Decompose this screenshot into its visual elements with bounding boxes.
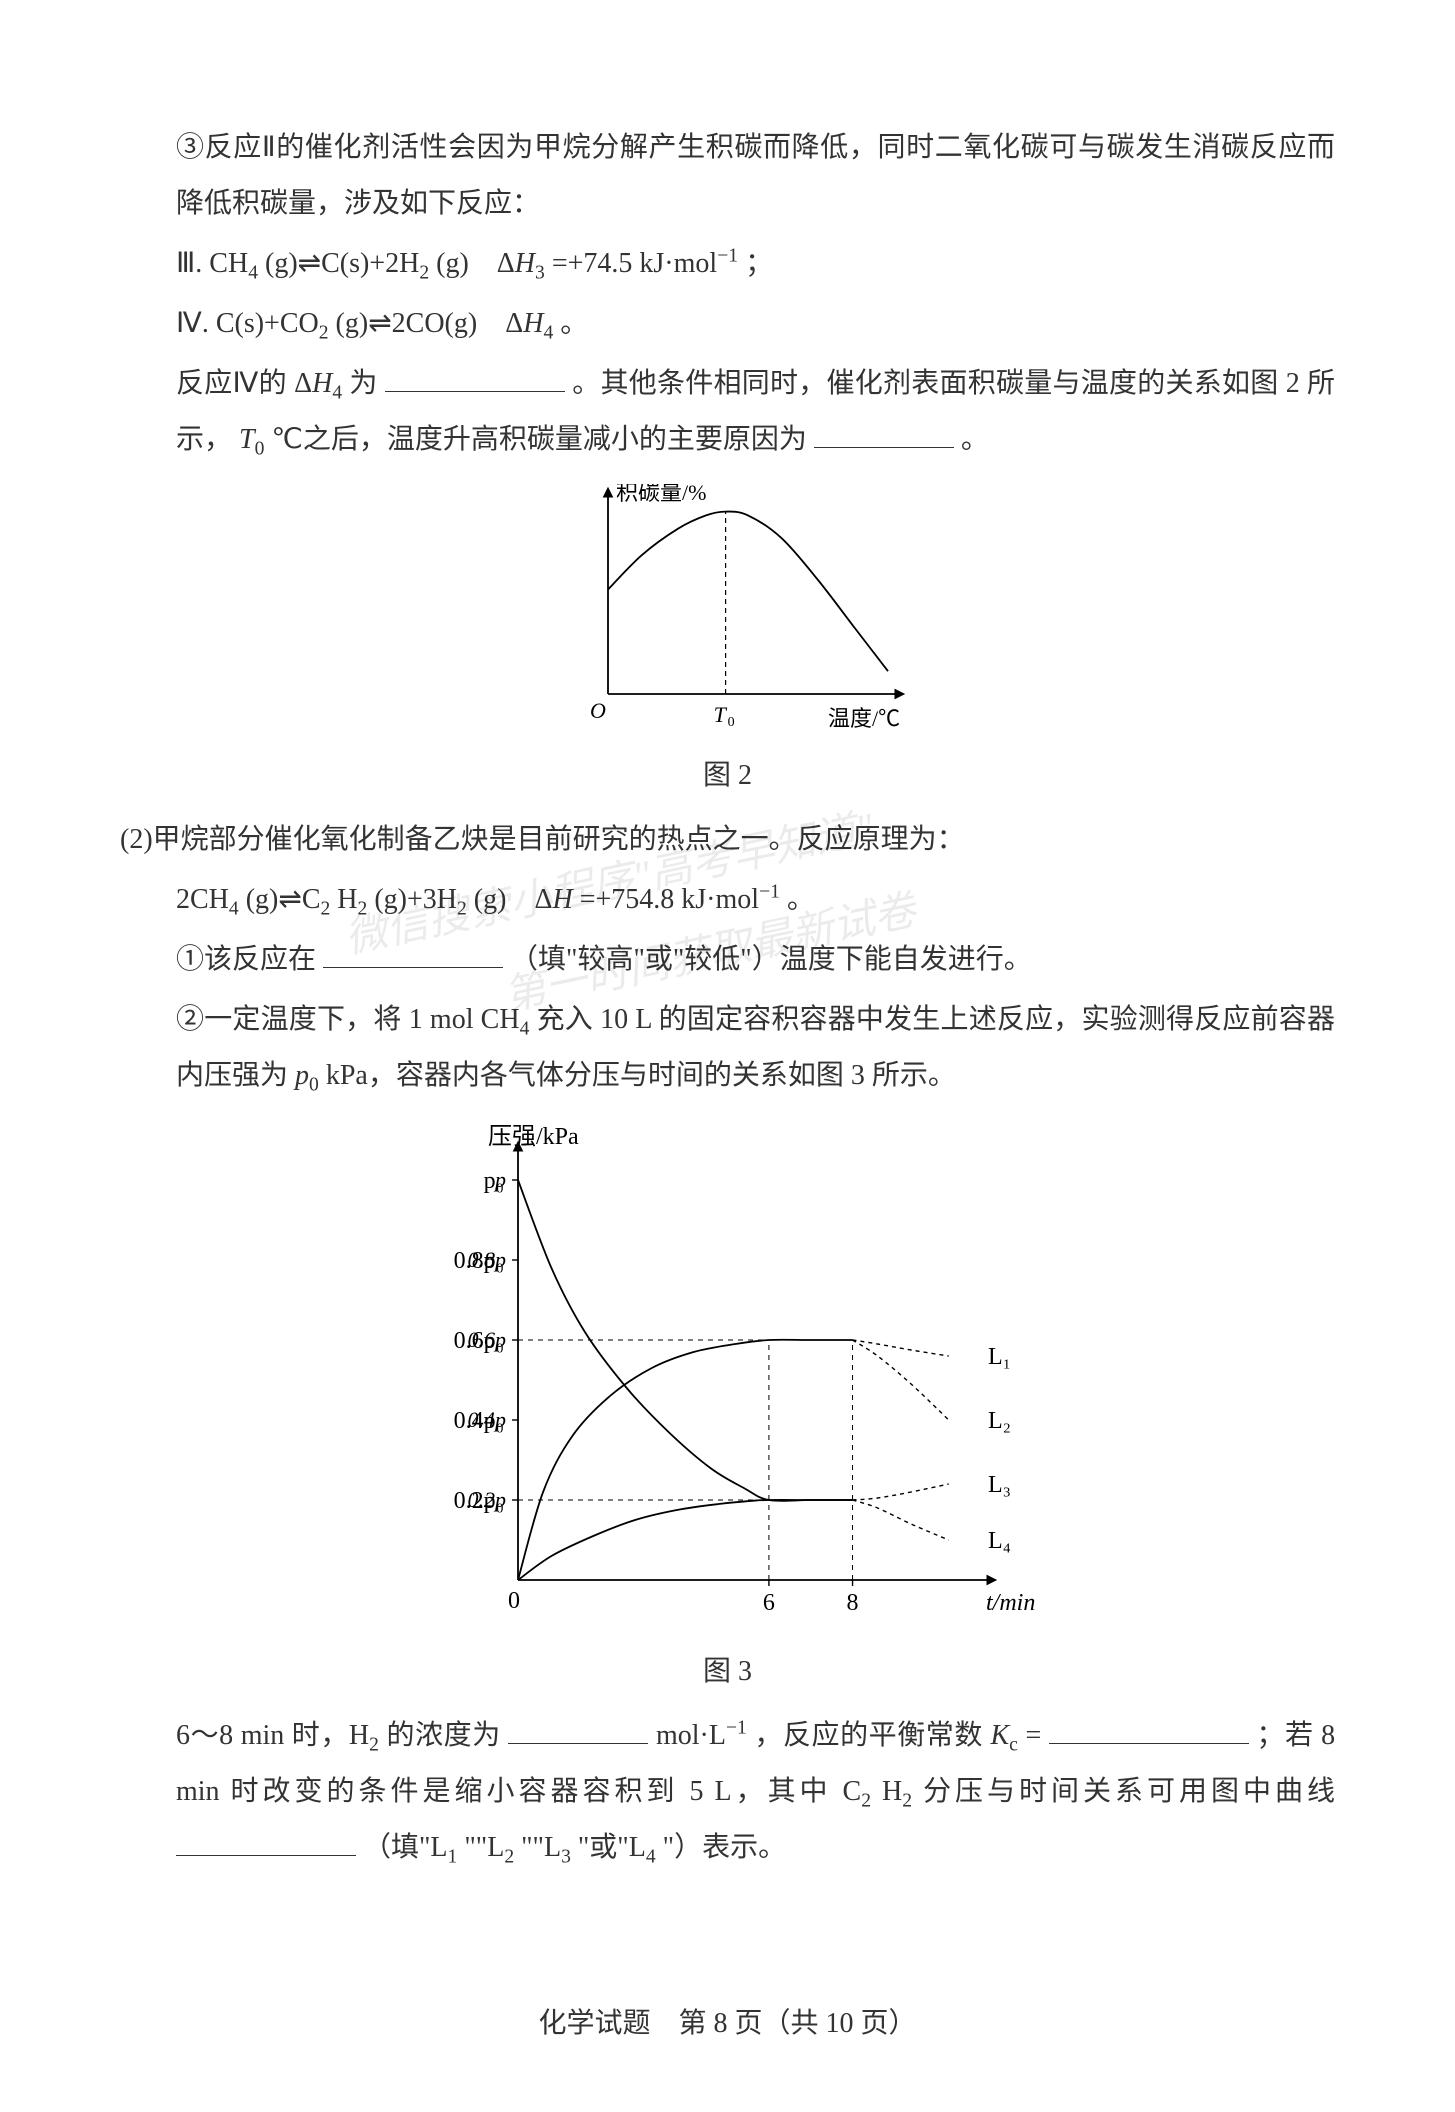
eq-4: Ⅳ. C(s)+CO2 (g)⇌2CO(g) ΔH4 。 <box>120 296 1335 352</box>
eq3-a: Ⅲ. CH <box>176 248 248 279</box>
p-q2: ②一定温度下，将 1 mol CH4 充入 10 L 的固定容积容器中发生上述反… <box>120 992 1335 1104</box>
eq3-d: =+74.5 kJ·mol <box>552 248 717 279</box>
p-sec2: (2)甲烷部分催化氧化制备乙炔是目前研究的热点之一。反应原理为： <box>120 812 1335 868</box>
p-q3-intro: ③反应Ⅱ的催化剂活性会因为甲烷分解产生积碳而降低，同时二氧化碳可与碳发生消碳反应… <box>120 120 1335 232</box>
p9h: 分压与时间关系可用图中曲线 <box>923 1776 1335 1807</box>
p7b: （填"较高"或"较低"）温度下能自发进行。 <box>510 944 1032 975</box>
p9k: ""L <box>521 1832 561 1863</box>
p9b: 的浓度为 <box>387 1720 501 1751</box>
svg-text:L₁: L₁ <box>988 1344 1011 1370</box>
p6f: =+754.8 kJ·mol <box>580 884 759 915</box>
svg-text:T: T <box>713 702 727 727</box>
p6a: 2CH <box>176 884 229 915</box>
p8c2: kPa，容器内各气体分压与时间的关系如图 3 所示。 <box>326 1060 956 1091</box>
figure-3-caption: 图 3 <box>120 1644 1335 1700</box>
svg-text:O: O <box>590 698 606 723</box>
p9i: （填"L <box>363 1832 448 1863</box>
eq4-c: 。 <box>560 308 588 339</box>
p4e: 。 <box>961 424 989 455</box>
blank-kc[interactable] <box>1049 1719 1249 1744</box>
svg-text:L₃: L₃ <box>988 1472 1011 1498</box>
p8a: ②一定温度下，将 1 mol CH <box>176 1004 520 1035</box>
p9j: ""L <box>464 1832 504 1863</box>
p6e: (g) Δ <box>474 884 553 915</box>
eq3-b: (g)⇌C(s)+2H <box>265 248 419 279</box>
svg-text:t/min: t/min <box>986 1590 1035 1616</box>
blank-dh4[interactable] <box>385 367 565 392</box>
figure-3-chart: 0.2p0.4p0.6p0.8pp0.2p₀0.4p₀0.6p₀0.8p₀p₀0… <box>408 1120 1048 1640</box>
p4d: ℃之后，温度升高积碳量减小的主要原因为 <box>271 424 806 455</box>
p-q1: ①该反应在 （填"较高"或"较低"）温度下能自发进行。 <box>120 932 1335 988</box>
blank-temp[interactable] <box>323 943 503 968</box>
p6b: (g)⇌C <box>246 884 321 915</box>
svg-text:0: 0 <box>727 715 734 730</box>
svg-text:6: 6 <box>762 1590 774 1616</box>
p-q3-blank: 反应Ⅳ的 ΔH4 为 。其他条件相同时，催化剂表面积碳量与温度的关系如图 2 所… <box>120 356 1335 468</box>
svg-text:L₂: L₂ <box>988 1408 1011 1434</box>
svg-text:压强/kPa: 压强/kPa <box>488 1124 579 1150</box>
p6c: H <box>337 884 357 915</box>
eq-3: Ⅲ. CH4 (g)⇌C(s)+2H2 (g) ΔH3 =+74.5 kJ·mo… <box>120 236 1335 292</box>
svg-text:p₀: p₀ <box>483 1168 503 1194</box>
figure-2-caption: 图 2 <box>120 748 1335 804</box>
page-footer: 化学试题 第 8 页（共 10 页） <box>120 1996 1335 2052</box>
svg-text:0.8p₀: 0.8p₀ <box>453 1248 503 1274</box>
svg-text:0.6p₀: 0.6p₀ <box>453 1328 503 1354</box>
figure-3-wrap: 0.2p0.4p0.6p0.8pp0.2p₀0.4p₀0.6p₀0.8p₀p₀0… <box>120 1120 1335 1700</box>
svg-text:8: 8 <box>846 1590 858 1616</box>
p9a: 6～8 min 时，H <box>176 1720 369 1751</box>
p6d: (g)+3H <box>374 884 457 915</box>
blank-conc[interactable] <box>508 1719 648 1744</box>
svg-text:L₄: L₄ <box>988 1528 1011 1554</box>
svg-text:0.2p₀: 0.2p₀ <box>453 1488 503 1514</box>
p-q2-cont: 6～8 min 时，H2 的浓度为 mol·L−1 ，反应的平衡常数 Kc = … <box>120 1708 1335 1876</box>
p4b: 为 <box>349 368 377 399</box>
p9e: = <box>1025 1720 1041 1751</box>
eq4-b: (g)⇌2CO(g) Δ <box>336 308 524 339</box>
figure-2-wrap: O T0 积碳量/% 温度/℃ 图 2 <box>120 484 1335 804</box>
blank-curve[interactable] <box>176 1831 356 1856</box>
svg-text:0: 0 <box>508 1588 520 1614</box>
svg-text:积碳量/%: 积碳量/% <box>616 484 706 505</box>
p6g: 。 <box>787 884 815 915</box>
p9g: H <box>882 1776 902 1807</box>
p7a: ①该反应在 <box>176 944 316 975</box>
eq-main: 2CH4 (g)⇌C2 H2 (g)+3H2 (g) ΔH =+754.8 kJ… <box>120 872 1335 928</box>
eq3-e: ； <box>745 248 773 279</box>
p4a: 反应Ⅳ的 Δ <box>176 368 312 399</box>
p9l: "或"L <box>578 1832 646 1863</box>
p9m: "）表示。 <box>663 1832 786 1863</box>
svg-text:温度/℃: 温度/℃ <box>828 706 900 731</box>
blank-reason[interactable] <box>814 423 954 448</box>
watermark-zone: 微信搜索小程序"高考早知道" 第一时间获取最新试卷 2CH4 (g)⇌C2 H2… <box>120 872 1335 1104</box>
figure-2-chart: O T0 积碳量/% 温度/℃ <box>548 484 908 744</box>
eq4-a: Ⅳ. C(s)+CO <box>176 308 319 339</box>
p9c: mol·L <box>656 1720 726 1751</box>
eq3-c: (g) Δ <box>436 248 515 279</box>
svg-text:0.4p₀: 0.4p₀ <box>453 1408 503 1434</box>
p9d: ，反应的平衡常数 <box>754 1720 990 1751</box>
